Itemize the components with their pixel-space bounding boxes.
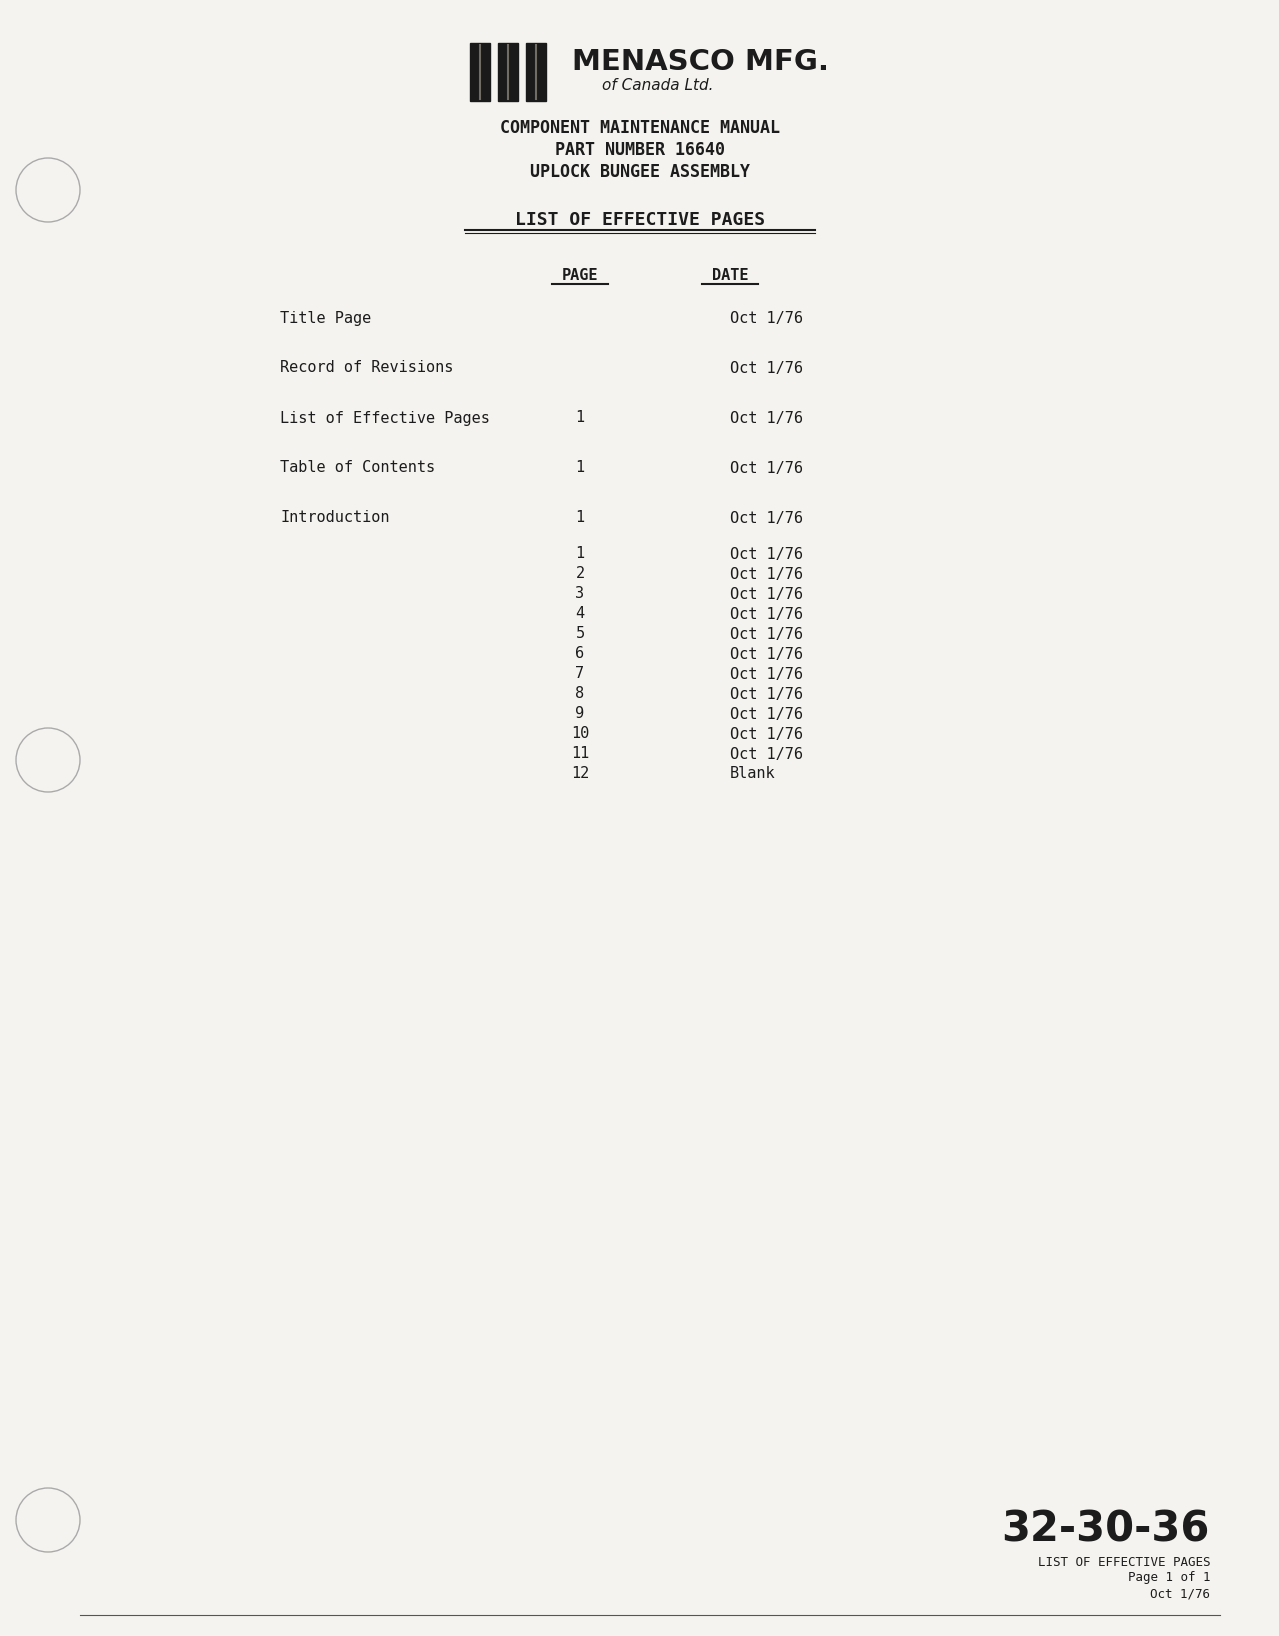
Text: List of Effective Pages: List of Effective Pages	[280, 411, 490, 425]
Text: Oct 1/76: Oct 1/76	[730, 666, 803, 682]
Text: Table of Contents: Table of Contents	[280, 460, 435, 476]
Text: Oct 1/76: Oct 1/76	[730, 586, 803, 602]
Text: 9: 9	[576, 707, 585, 721]
Text: Oct 1/76: Oct 1/76	[730, 687, 803, 702]
Text: COMPONENT MAINTENANCE MANUAL: COMPONENT MAINTENANCE MANUAL	[500, 119, 780, 137]
Polygon shape	[469, 43, 490, 101]
Text: Oct 1/76: Oct 1/76	[730, 546, 803, 561]
Text: MENASCO MFG.: MENASCO MFG.	[572, 47, 829, 75]
Text: PART NUMBER 16640: PART NUMBER 16640	[555, 141, 725, 159]
Text: Oct 1/76: Oct 1/76	[730, 646, 803, 661]
Text: LIST OF EFFECTIVE PAGES: LIST OF EFFECTIVE PAGES	[515, 211, 765, 229]
Text: 12: 12	[570, 767, 590, 782]
Text: 1: 1	[576, 411, 585, 425]
Text: Oct 1/76: Oct 1/76	[1150, 1587, 1210, 1600]
Text: 3: 3	[576, 586, 585, 602]
Text: of Canada Ltd.: of Canada Ltd.	[602, 79, 714, 93]
Text: Introduction: Introduction	[280, 510, 390, 525]
Text: DATE: DATE	[711, 268, 748, 283]
Text: Page 1 of 1: Page 1 of 1	[1128, 1572, 1210, 1585]
Text: Oct 1/76: Oct 1/76	[730, 707, 803, 721]
Text: UPLOCK BUNGEE ASSEMBLY: UPLOCK BUNGEE ASSEMBLY	[530, 164, 749, 182]
Text: Oct 1/76: Oct 1/76	[730, 510, 803, 525]
Text: 32-30-36: 32-30-36	[1001, 1508, 1210, 1551]
Text: 4: 4	[576, 607, 585, 622]
Text: Record of Revisions: Record of Revisions	[280, 360, 453, 376]
Text: Oct 1/76: Oct 1/76	[730, 360, 803, 376]
Text: 11: 11	[570, 746, 590, 761]
Text: PAGE: PAGE	[561, 268, 599, 283]
Text: 8: 8	[576, 687, 585, 702]
Text: Oct 1/76: Oct 1/76	[730, 311, 803, 326]
Text: 6: 6	[576, 646, 585, 661]
Text: 2: 2	[576, 566, 585, 581]
Text: 1: 1	[576, 546, 585, 561]
Text: 10: 10	[570, 726, 590, 741]
Text: Oct 1/76: Oct 1/76	[730, 627, 803, 641]
Text: 7: 7	[576, 666, 585, 682]
Text: Oct 1/76: Oct 1/76	[730, 746, 803, 761]
Text: Oct 1/76: Oct 1/76	[730, 411, 803, 425]
Polygon shape	[498, 43, 518, 101]
Text: Oct 1/76: Oct 1/76	[730, 726, 803, 741]
Text: 1: 1	[576, 510, 585, 525]
Text: Oct 1/76: Oct 1/76	[730, 566, 803, 581]
Text: Oct 1/76: Oct 1/76	[730, 460, 803, 476]
Text: Blank: Blank	[730, 767, 775, 782]
Text: Title Page: Title Page	[280, 311, 371, 326]
Text: Oct 1/76: Oct 1/76	[730, 607, 803, 622]
Text: 1: 1	[576, 460, 585, 476]
Text: LIST OF EFFECTIVE PAGES: LIST OF EFFECTIVE PAGES	[1037, 1556, 1210, 1569]
Polygon shape	[526, 43, 546, 101]
Text: 5: 5	[576, 627, 585, 641]
